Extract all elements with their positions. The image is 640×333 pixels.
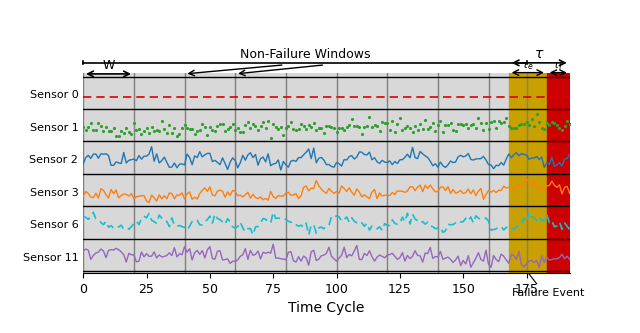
Bar bbox=[547, 73, 570, 273]
Text: Non-Failure Windows: Non-Failure Windows bbox=[239, 48, 370, 61]
Text: $\tau_e$: $\tau_e$ bbox=[521, 60, 534, 72]
Text: Failure Event: Failure Event bbox=[512, 288, 584, 298]
Text: $\tau_f$: $\tau_f$ bbox=[552, 60, 564, 72]
Text: $\tau$: $\tau$ bbox=[534, 47, 545, 61]
Text: W: W bbox=[102, 59, 115, 72]
Bar bbox=[509, 73, 570, 273]
X-axis label: Time Cycle: Time Cycle bbox=[288, 301, 365, 315]
